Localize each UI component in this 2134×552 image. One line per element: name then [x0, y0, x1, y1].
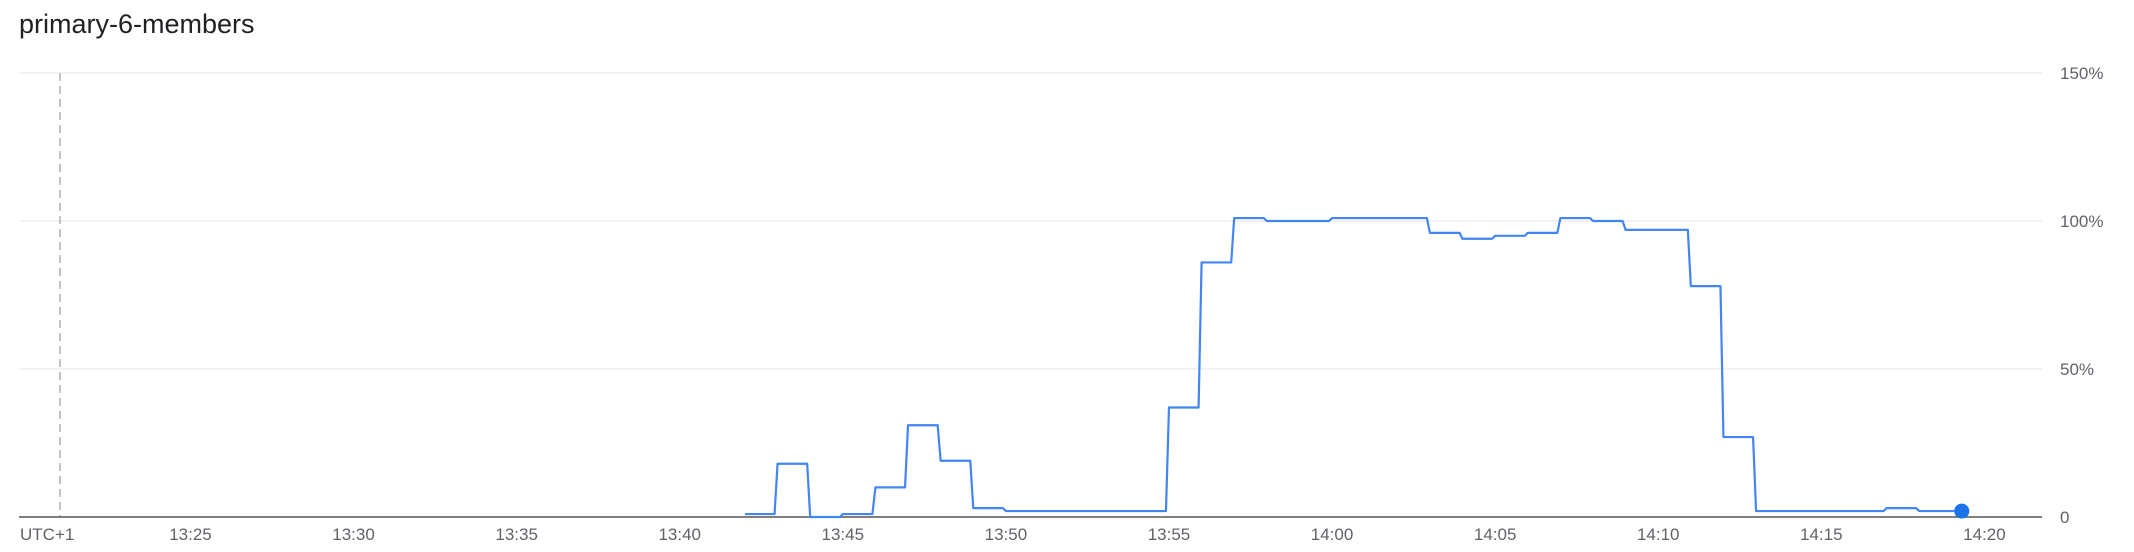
x-tick-label: 13:40 [658, 525, 701, 544]
y-axis-tick-labels: 0 50% 100% 150% [2060, 64, 2103, 527]
series-point [1068, 508, 1074, 514]
series-point [1427, 230, 1433, 236]
series-point [1199, 259, 1205, 265]
series-point [1557, 215, 1563, 221]
series-point [1003, 508, 1009, 514]
y-tick-label: 0 [2060, 508, 2069, 527]
series-line[interactable] [744, 216, 1962, 519]
series-point [742, 511, 748, 517]
series-point [905, 422, 911, 428]
x-tick-label: 13:55 [1148, 525, 1191, 544]
x-tick-label: 14:20 [1963, 525, 2006, 544]
series-point [1688, 283, 1694, 289]
x-tick-label: 14:10 [1637, 525, 1680, 544]
series-point [1786, 508, 1792, 514]
series-point [938, 458, 944, 464]
series-point [1949, 508, 1955, 514]
y-tick-label: 150% [2060, 64, 2103, 83]
series-point [807, 514, 813, 520]
series-point [872, 484, 878, 490]
gridlines [19, 72, 2042, 370]
x-tick-label: 14:05 [1474, 525, 1517, 544]
series-point [1264, 218, 1270, 224]
x-axis-tick-labels: 13:25 13:30 13:35 13:40 13:45 13:50 13:55 14:00… [169, 525, 2005, 544]
last-value-marker[interactable] [1954, 503, 1970, 519]
series-point [1460, 236, 1466, 242]
series-point [1851, 508, 1857, 514]
series-point [1166, 404, 1172, 410]
series-points [742, 215, 1955, 520]
series-point [1916, 508, 1922, 514]
series-point [970, 505, 976, 511]
series-point [1525, 230, 1531, 236]
y-tick-label: 100% [2060, 212, 2103, 231]
chart-title: primary-6-members [19, 9, 255, 39]
timezone-label: UTC+1 [20, 525, 74, 544]
series-point [1818, 508, 1824, 514]
series-point [775, 461, 781, 467]
series-point [1329, 215, 1335, 221]
x-tick-label: 14:15 [1800, 525, 1843, 544]
series-point [1720, 434, 1726, 440]
series-point [1231, 215, 1237, 221]
x-tick-label: 13:45 [822, 525, 865, 544]
series-point [1394, 215, 1400, 221]
series-point [1101, 508, 1107, 514]
y-tick-label: 50% [2060, 360, 2094, 379]
series-point [1590, 218, 1596, 224]
series-point [1036, 508, 1042, 514]
x-tick-label: 13:35 [495, 525, 538, 544]
series-point [1492, 233, 1498, 239]
series-point [1362, 215, 1368, 221]
x-tick-label: 13:50 [985, 525, 1028, 544]
x-tick-label: 13:30 [332, 525, 375, 544]
series-point [1753, 508, 1759, 514]
x-tick-label: 14:00 [1311, 525, 1354, 544]
series-point [1655, 227, 1661, 233]
x-tick-label: 13:25 [169, 525, 212, 544]
series-point [1884, 505, 1890, 511]
series-point [840, 511, 846, 517]
series-point [1296, 218, 1302, 224]
series-point [1623, 227, 1629, 233]
series-point [1133, 508, 1139, 514]
